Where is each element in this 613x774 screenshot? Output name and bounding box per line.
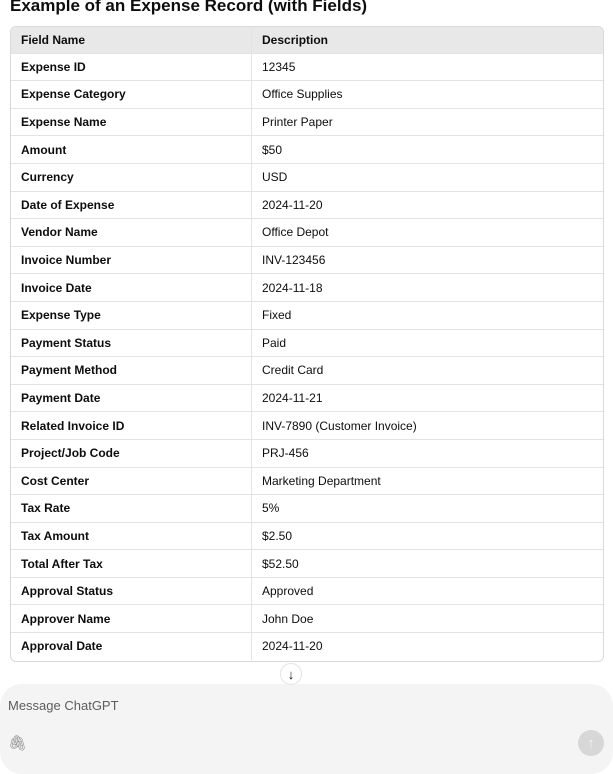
description-cell: Marketing Department (251, 467, 603, 496)
description-cell: USD (251, 163, 603, 192)
description-cell: Printer Paper (251, 108, 603, 137)
message-composer[interactable]: Message ChatGPT 🖇︎ ↑ (0, 684, 613, 774)
description-cell: INV-123456 (251, 246, 603, 275)
table-row: Expense Type Fixed (11, 301, 603, 330)
field-name-cell: Expense ID (11, 53, 252, 82)
description-cell: 2024-11-20 (251, 191, 603, 220)
description-cell: 2024-11-21 (251, 384, 603, 413)
description-cell: 2024-11-20 (262, 639, 323, 654)
field-name-cell: Expense Name (11, 108, 252, 137)
description-cell: $50 (251, 135, 603, 164)
table-row: Tax Amount $2.50 (11, 522, 603, 551)
table-row: Approval Date 2024-11-20 (11, 632, 603, 660)
column-header: Field Name (11, 27, 252, 54)
field-name-cell: Vendor Name (11, 218, 252, 247)
field-name-cell: Invoice Number (11, 246, 252, 275)
description-cell: Credit Card (251, 356, 603, 385)
description-cell: 12345 (251, 53, 603, 82)
description-cell: Paid (251, 329, 603, 358)
field-name-cell: Expense Type (11, 301, 252, 330)
table-row: Payment Method Credit Card (11, 356, 603, 385)
field-name-cell: Approval Date (11, 632, 252, 660)
field-name-cell: Payment Status (11, 329, 252, 358)
table-row: Invoice Number INV-123456 (11, 246, 603, 275)
field-name-cell: Date of Expense (11, 191, 252, 220)
table-row: Approver Name John Doe (11, 604, 603, 634)
arrow-up-icon: ↑ (587, 734, 595, 752)
table-row: Total After Tax $52.50 (11, 549, 603, 578)
table-header-row: Field Name Description (11, 27, 603, 54)
field-name-cell: Payment Date (11, 384, 252, 413)
description-cell: 2024-11-18 (251, 273, 603, 302)
field-name-cell: Project/Job Code (11, 439, 252, 468)
field-name-cell: Approver Name (11, 604, 252, 634)
field-name-cell: Payment Method (11, 356, 252, 385)
table-row: Expense Name Printer Paper (11, 108, 603, 137)
table-row: Expense Category Office Supplies (11, 80, 603, 109)
description-cell: Approved (251, 577, 603, 606)
description-cell: INV-7890 (Customer Invoice) (251, 411, 603, 440)
description-cell: Fixed (251, 301, 603, 330)
table-row: Approval Status Approved (11, 577, 603, 606)
field-name-cell: Tax Rate (11, 494, 252, 523)
table-row: Project/Job Code PRJ-456 (11, 439, 603, 468)
field-name-cell: Currency (11, 163, 252, 192)
field-name-cell: Cost Center (11, 467, 252, 496)
table-row: Tax Rate 5% (11, 494, 603, 523)
field-name-cell: Total After Tax (11, 549, 252, 578)
description-cell: John Doe (251, 604, 603, 634)
description-cell: Office Supplies (251, 80, 603, 109)
table-row: Related Invoice ID INV-7890 (Customer Inv… (11, 411, 603, 440)
table-row: Cost Center Marketing Department (11, 467, 603, 496)
description-cell: $2.50 (251, 522, 603, 551)
field-name-cell: Amount (11, 135, 252, 164)
message-input[interactable]: Message ChatGPT (8, 698, 119, 713)
description-cell: PRJ-456 (251, 439, 603, 468)
field-name-cell: Tax Amount (11, 522, 252, 551)
send-button[interactable]: ↑ (578, 730, 604, 756)
field-name-cell: Invoice Date (11, 273, 252, 302)
table-row: Expense ID 12345 (11, 53, 603, 82)
field-name-cell: Related Invoice ID (11, 411, 252, 440)
column-header: Description (251, 27, 603, 54)
table-row: Amount $50 (11, 135, 603, 164)
scroll-to-bottom-button[interactable]: ↓ (280, 663, 302, 685)
arrow-down-icon: ↓ (287, 666, 295, 682)
field-name-cell: Expense Category (11, 80, 252, 109)
table-row: Date of Expense 2024-11-20 (11, 191, 603, 220)
section-title: Example of an Expense Record (with Field… (10, 0, 368, 15)
description-cell: 5% (251, 494, 603, 523)
table-row: Invoice Date 2024-11-18 (11, 273, 603, 302)
table-row: Payment Status Paid (11, 329, 603, 358)
field-name-cell: Approval Status (11, 577, 252, 606)
description-cell: $52.50 (251, 549, 603, 578)
table-row: Payment Date 2024-11-21 (11, 384, 603, 413)
table-row: Vendor Name Office Depot (11, 218, 603, 247)
expense-record-table: Field Name Description Expense ID 12345 Ex… (10, 26, 604, 662)
description-cell: Office Depot (251, 218, 603, 247)
paperclip-icon[interactable]: 🖇︎ (8, 735, 28, 752)
table-row: Currency USD (11, 163, 603, 192)
